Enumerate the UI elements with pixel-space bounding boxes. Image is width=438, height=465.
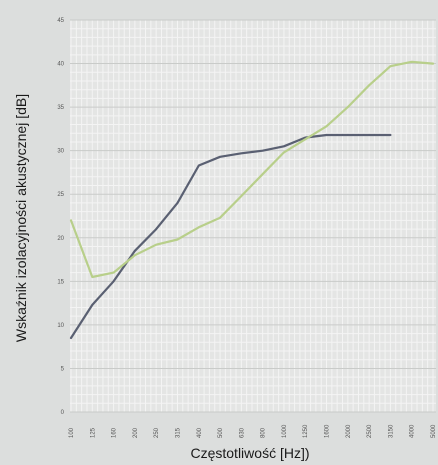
x-tick-label: 1600 (325, 424, 331, 438)
y-tick-label: 0 (61, 410, 65, 416)
x-tick-label: 3150 (388, 424, 394, 438)
x-axis-label: Częstotliwość [Hz]) (190, 445, 309, 461)
y-tick-label: 25 (57, 192, 64, 198)
x-tick-label: 800 (261, 427, 267, 438)
y-tick-label: 5 (61, 366, 65, 372)
x-tick-labels: 100 125 160 200 250 315 400 500 630 800 1000 1250 16… (69, 424, 437, 438)
x-tick-label: 160 (112, 427, 118, 438)
y-tick-label: 15 (57, 279, 64, 285)
series-line-1 (69, 133, 392, 340)
y-tick-label: 45 (57, 18, 64, 24)
x-tick-label: 400 (197, 427, 203, 438)
x-tick-label: 1250 (303, 424, 309, 438)
y-tick-label: 35 (57, 105, 64, 111)
y-axis-label: Wskaźnik izolacyjności akustycznej [dB] (13, 94, 29, 342)
x-tick-label: 500 (218, 427, 224, 438)
plot-area (70, 20, 436, 412)
y-tick-label: 40 (57, 62, 64, 68)
series-lines (69, 60, 435, 340)
series-line-2 (69, 60, 435, 279)
x-tick-label: 2500 (367, 424, 373, 438)
x-tick-label: 2000 (346, 424, 352, 438)
grid-lines (70, 19, 436, 413)
y-tick-label: 30 (57, 149, 64, 155)
x-tick-label: 630 (239, 427, 245, 438)
y-tick-label: 20 (57, 236, 64, 242)
x-tick-label: 125 (90, 427, 96, 438)
x-tick-label: 100 (69, 427, 75, 438)
x-tick-label: 4000 (410, 424, 416, 438)
x-tick-label: 5000 (431, 424, 437, 438)
x-tick-label: 315 (175, 427, 181, 438)
x-tick-label: 200 (133, 427, 139, 438)
y-tick-label: 10 (57, 323, 64, 329)
y-tick-labels: 0 5 10 15 20 25 30 35 40 45 (57, 18, 64, 416)
x-tick-label: 250 (154, 427, 160, 438)
x-tick-label: 1000 (282, 424, 288, 438)
